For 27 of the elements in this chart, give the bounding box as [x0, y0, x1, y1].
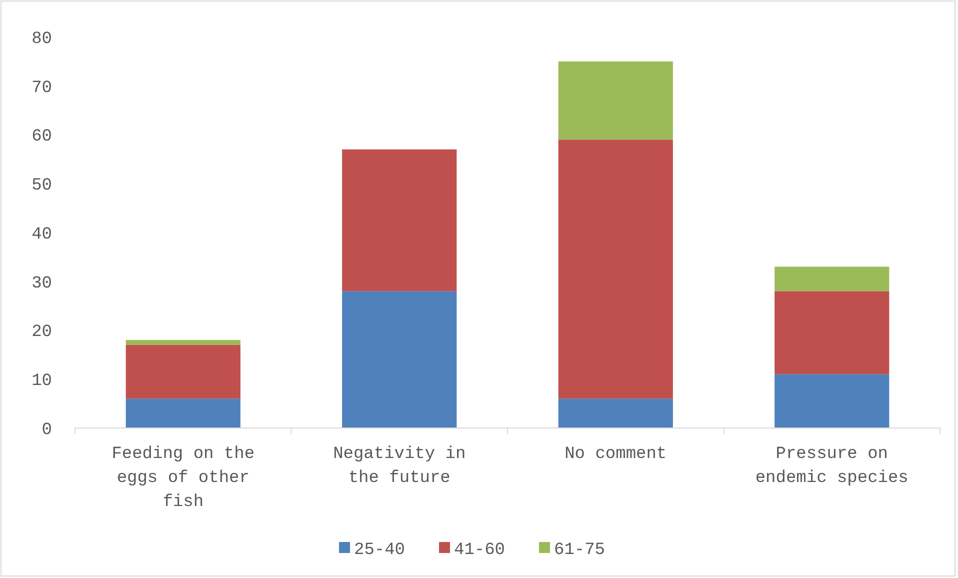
y-tick-label: 0 — [42, 420, 52, 440]
bar — [126, 344, 240, 399]
bar — [558, 140, 673, 399]
bar — [558, 398, 673, 428]
y-tick-label: 30 — [32, 274, 52, 294]
x-tick-label: Pressure on endemic species — [755, 445, 908, 488]
bar — [342, 149, 457, 292]
y-tick-label: 70 — [32, 78, 52, 98]
bar — [126, 340, 240, 345]
legend-label: 25-40 — [354, 540, 406, 560]
bar — [342, 291, 457, 428]
y-tick-label: 20 — [32, 323, 52, 342]
x-tick-label: Feeding on the eggs of other fish — [112, 445, 255, 512]
y-tick-label: 80 — [32, 30, 52, 49]
y-tick-label: 10 — [32, 372, 52, 392]
y-tick-label: 40 — [32, 225, 52, 244]
x-tick-label: Negativity in the future — [333, 445, 466, 488]
bar — [774, 266, 890, 292]
y-tick-label: 50 — [32, 176, 52, 196]
bar — [774, 291, 890, 374]
bar — [558, 61, 673, 140]
y-tick-label: 60 — [32, 128, 52, 147]
legend-label: 41-60 — [454, 540, 506, 560]
x-tick-label: No comment — [564, 445, 667, 464]
bar — [126, 398, 240, 428]
bar — [774, 374, 890, 428]
legend-label: 61-75 — [554, 540, 606, 560]
